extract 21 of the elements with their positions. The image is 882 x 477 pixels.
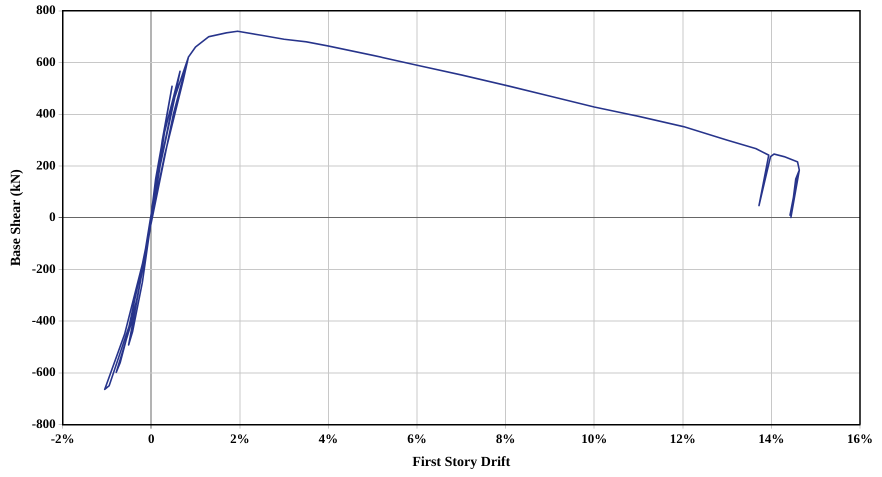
y-tick-label: 200 [36,157,56,172]
y-tick-label: 0 [49,209,56,224]
y-tick-label: -200 [32,260,56,276]
y-tick-label: 600 [36,54,56,69]
y-tick-label: -400 [32,312,56,328]
y-tick-label: -800 [32,416,56,431]
x-axis-title: First Story Drift [412,455,511,470]
y-tick-label: -600 [32,364,56,380]
x-tick-label: 10% [581,430,608,446]
x-tick-label: 12% [670,430,696,446]
x-tick-label: 6% [407,430,427,446]
x-tick-label: 2% [230,430,250,446]
x-tick-label: 8% [496,430,516,446]
y-tick-label: 400 [36,106,56,121]
y-tick-label: 800 [36,2,56,18]
x-tick-label: 0 [148,430,154,446]
x-tick-label: -2% [50,430,75,446]
y-axis-title: Base Shear (kN) [9,168,24,266]
x-tick-label: 14% [758,430,784,446]
x-tick-label: 4% [318,430,338,446]
x-tick-label: 16% [847,430,873,446]
